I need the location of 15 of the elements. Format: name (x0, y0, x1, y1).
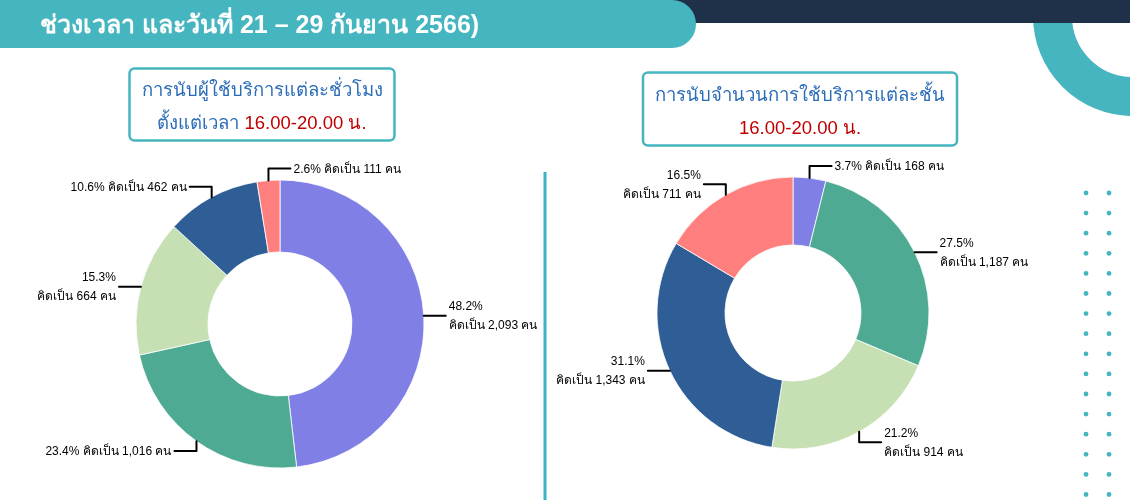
data-label: 16.5% คิดเป็น 711 คน (623, 167, 701, 201)
data-label: 27.5% คิดเป็น 1,187 คน (939, 235, 1029, 269)
text: ช่วงเวลา และวันที่ 21 – 29 กันยาน 2566) (40, 7, 480, 38)
data-label: 3.7% คิดเป็น 168 คน (834, 159, 944, 174)
chart-subtitle: 16.00-20.00 น. (738, 116, 862, 138)
data-label: 15.3% คิดเป็น 664 คน (37, 270, 116, 304)
data-label: 2.6% คิดเป็น 111 คน (293, 161, 402, 176)
data-label: 10.6% คิดเป็น 462 คน (70, 179, 187, 194)
data-label: 21.2% คิดเป็น 914 คน (884, 425, 963, 459)
data-label: 23.4% คิดเป็น 1,016 คน (45, 444, 172, 459)
chart-title: การนับผู้ใช้บริการแต่ละชั่วโมง (141, 76, 383, 101)
data-label: 48.2% คิดเป็น 2,093 คน (448, 299, 538, 333)
chart-subtitle: ตั้งแต่เวลา 16.00-20.00 น. (157, 108, 367, 133)
chart-title: การนับจำนวนการใช้บริการแต่ละชั้น (655, 80, 945, 105)
data-label: 31.1% คิดเป็น 1,343 คน (556, 354, 645, 388)
